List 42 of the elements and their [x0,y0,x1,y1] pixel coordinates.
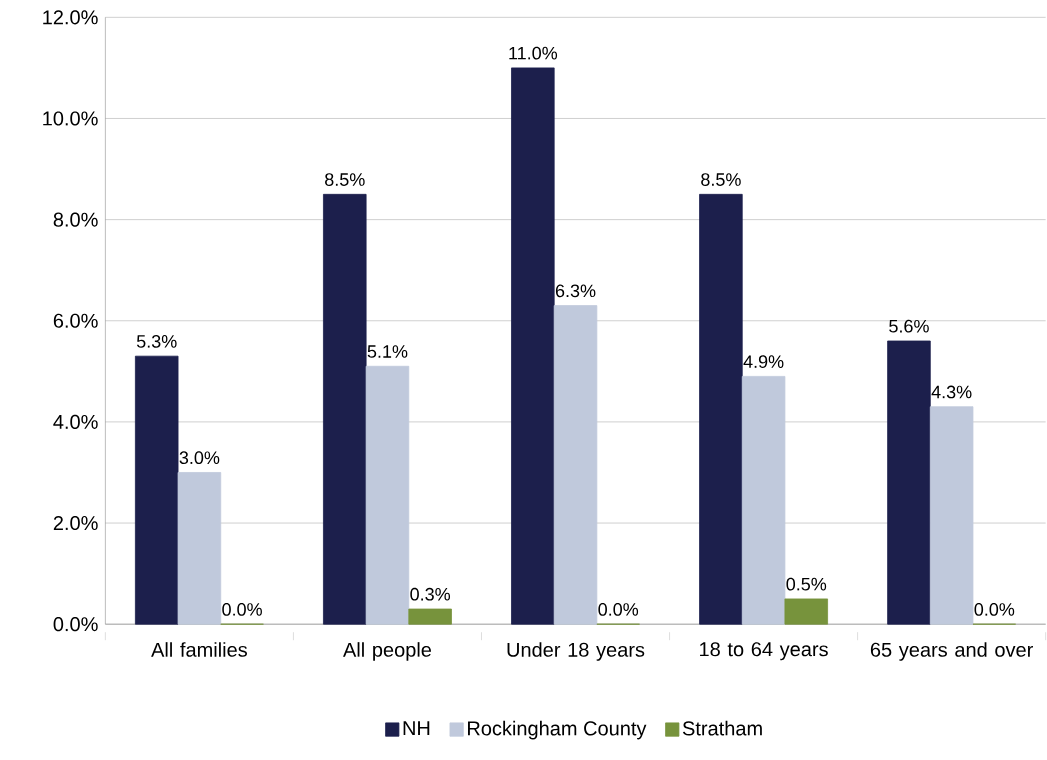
data-label: 11.0% [509,46,558,60]
data-label: 5.1% [367,345,408,358]
y-tick-label: 6.0% [53,313,98,328]
bar [134,355,179,625]
bar [784,598,828,625]
data-label: 0.0% [974,602,1015,616]
x-tick-label: 18 to 64 years [700,642,828,661]
data-label: 8.5% [701,173,741,186]
data-label: 5.6% [889,319,929,333]
y-tick-label: 12.0% [43,10,98,25]
data-label: 8.5% [325,173,365,186]
legend-label: NH [403,721,430,735]
data-label: 0.0% [598,602,639,616]
data-label: 5.3% [136,334,177,348]
data-label: 4.9% [743,355,784,368]
data-label: 6.3% [555,284,596,298]
bar [511,67,555,625]
x-tick-label: 65 years and over [870,642,1033,661]
x-tick-label: All people [343,642,432,661]
data-label: 4.3% [931,385,972,399]
data-label: 0.3% [410,587,451,601]
bar [887,340,931,625]
legend-label: Rockingham County [468,720,647,740]
legend-label: Stratham [682,720,762,736]
y-tick-label: 4.0% [53,414,98,429]
data-label: 0.0% [222,602,262,616]
bar [408,608,452,625]
bar [741,375,786,625]
x-tick-label: All families [151,642,247,657]
bar [929,406,974,625]
x-tick-label: Under 18 years [507,642,645,661]
bar [553,305,598,625]
y-tick-label: 8.0% [53,212,98,227]
y-tick-label: 0.0% [53,617,98,632]
y-tick-label: 10.0% [43,111,98,126]
bar [699,193,743,625]
bar [323,193,367,625]
data-label: 0.5% [786,577,827,591]
bar [177,471,222,625]
y-tick-label: 2.0% [53,515,98,531]
data-label: 3.0% [179,451,220,464]
bar [365,365,410,625]
